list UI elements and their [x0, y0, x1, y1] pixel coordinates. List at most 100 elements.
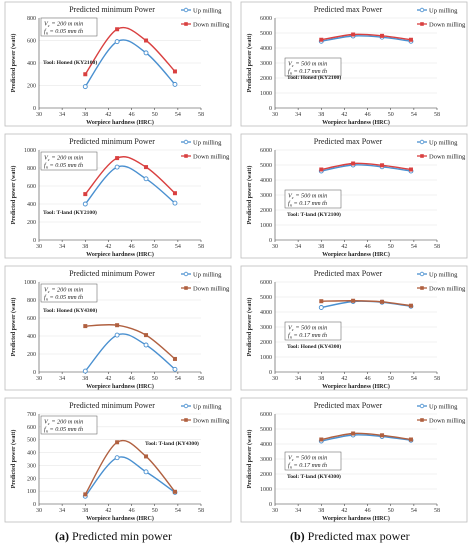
series-line-up-milling: [321, 35, 412, 42]
series-line-down-milling: [321, 432, 412, 441]
y-tick-label: 800: [27, 16, 36, 22]
x-tick-label: 38: [318, 508, 324, 514]
series-line-down-milling: [85, 323, 176, 360]
series-line-up-milling: [321, 434, 412, 442]
chart-panel-4: Predicted minimum Power 0 200 400 600 800 1000…: [4, 265, 232, 391]
y-tick-label: 200: [27, 352, 36, 358]
y-tick-label: 800: [27, 166, 36, 172]
point-down-milling: [319, 299, 324, 304]
annotation-cutting-speed: Vc = 500 m min: [288, 455, 327, 463]
tool-label: Tool: T-land (KY4300): [287, 473, 341, 480]
point-up-milling: [172, 366, 178, 372]
point-up-milling: [114, 455, 120, 461]
point-down-milling: [144, 333, 149, 338]
legend-label-down: Down milling: [193, 153, 230, 160]
x-tick-label: 50: [388, 508, 394, 514]
y-tick-label: 0: [33, 106, 36, 112]
x-tick-label: 42: [105, 376, 111, 382]
y-tick-label: 300: [27, 463, 36, 469]
y-tick-label: 0: [33, 370, 36, 376]
x-tick-label: 46: [365, 508, 371, 514]
x-tick-label: 58: [198, 508, 204, 514]
y-tick-label: 0: [269, 238, 272, 244]
y-tick-label: 5000: [260, 427, 272, 433]
series-line-down-milling: [321, 300, 412, 307]
point-down-milling: [83, 192, 88, 197]
annotation-cutting-speed: Vc = 200 m min: [44, 155, 83, 163]
point-down-milling: [319, 37, 324, 42]
annotation-box: [40, 283, 98, 303]
chart-title: Predicted minimum Power: [69, 137, 155, 146]
x-tick-label: 54: [411, 244, 417, 250]
chart-panel-5: Predicted max Power 0 1000 2000 3000 4000 5000…: [240, 265, 468, 391]
x-tick-label: 58: [434, 112, 440, 118]
y-tick-label: 1000: [260, 487, 272, 493]
legend-marker-down: [184, 286, 188, 290]
y-tick-label: 0: [269, 502, 272, 508]
x-tick-label: 42: [105, 508, 111, 514]
legend-label-down: Down milling: [193, 417, 230, 424]
y-tick-label: 600: [27, 184, 36, 190]
x-tick-label: 38: [82, 112, 88, 118]
y-tick-label: 500: [27, 438, 36, 444]
point-up-milling: [82, 84, 88, 90]
chart-title: Predicted minimum Power: [69, 5, 155, 14]
legend-marker-up: [419, 139, 425, 145]
legend-marker-up: [419, 271, 425, 277]
legend-label-down: Down milling: [193, 21, 230, 28]
y-tick-label: 100: [27, 489, 36, 495]
x-tick-label: 54: [175, 112, 181, 118]
tool-label: Tool: Honed (KY4300): [43, 307, 97, 314]
x-axis-label: Worpiece hardness (HRC): [322, 383, 390, 390]
x-tick-label: 58: [198, 376, 204, 382]
x-tick-label: 30: [272, 508, 278, 514]
y-axis-label: Predicted power (watt): [246, 166, 253, 225]
x-tick-label: 42: [341, 112, 347, 118]
point-up-milling: [143, 50, 149, 56]
point-down-milling: [83, 72, 88, 77]
legend-marker-down: [420, 22, 424, 26]
point-down-milling: [380, 299, 385, 304]
x-tick-label: 58: [198, 112, 204, 118]
series-line-up-milling: [84, 333, 176, 372]
point-down-milling: [351, 298, 356, 303]
point-up-milling: [318, 305, 324, 310]
annotation-box: [40, 17, 98, 37]
annotation-box: [284, 189, 342, 209]
annotation-box: [40, 415, 98, 435]
series-line-down-milling: [84, 439, 176, 495]
caption-left: (a) Predicted min power: [55, 529, 172, 544]
chart-panel-1: Predicted max Power 0 1000 2000 3000 4000 5000…: [240, 1, 468, 127]
x-tick-label: 58: [434, 376, 440, 382]
caption-right: (b) Predicted max power: [290, 529, 410, 544]
caption-right-tag: (b): [290, 529, 305, 543]
chart-title: Predicted max Power: [314, 401, 383, 410]
x-tick-label: 34: [59, 244, 65, 250]
series-line-up-milling: [84, 456, 176, 497]
legend-marker-up: [183, 271, 189, 277]
point-up-milling: [143, 469, 149, 475]
x-tick-label: 58: [434, 244, 440, 250]
point-down-milling: [408, 37, 413, 42]
x-tick-label: 46: [129, 244, 135, 250]
point-down-milling: [351, 161, 356, 166]
point-down-milling: [115, 440, 120, 445]
y-tick-label: 2000: [260, 76, 272, 82]
legend-label-up: Up milling: [193, 271, 222, 278]
point-down-milling: [351, 431, 356, 436]
annotation-box: [284, 57, 342, 77]
y-tick-label: 5000: [260, 295, 272, 301]
y-tick-label: 700: [27, 412, 36, 418]
y-tick-label: 2000: [260, 340, 272, 346]
point-down-milling: [144, 165, 149, 170]
x-tick-label: 38: [318, 376, 324, 382]
point-down-milling: [319, 167, 324, 172]
x-tick-label: 30: [36, 244, 42, 250]
x-tick-label: 54: [175, 508, 181, 514]
chart-title: Predicted minimum Power: [69, 401, 155, 410]
y-axis-label: Predicted power (watt): [246, 430, 253, 489]
x-axis-label: Worpiece hardness (HRC): [86, 515, 154, 522]
x-tick-label: 50: [152, 376, 158, 382]
y-tick-label: 3000: [260, 325, 272, 331]
legend-marker-down: [420, 418, 424, 422]
